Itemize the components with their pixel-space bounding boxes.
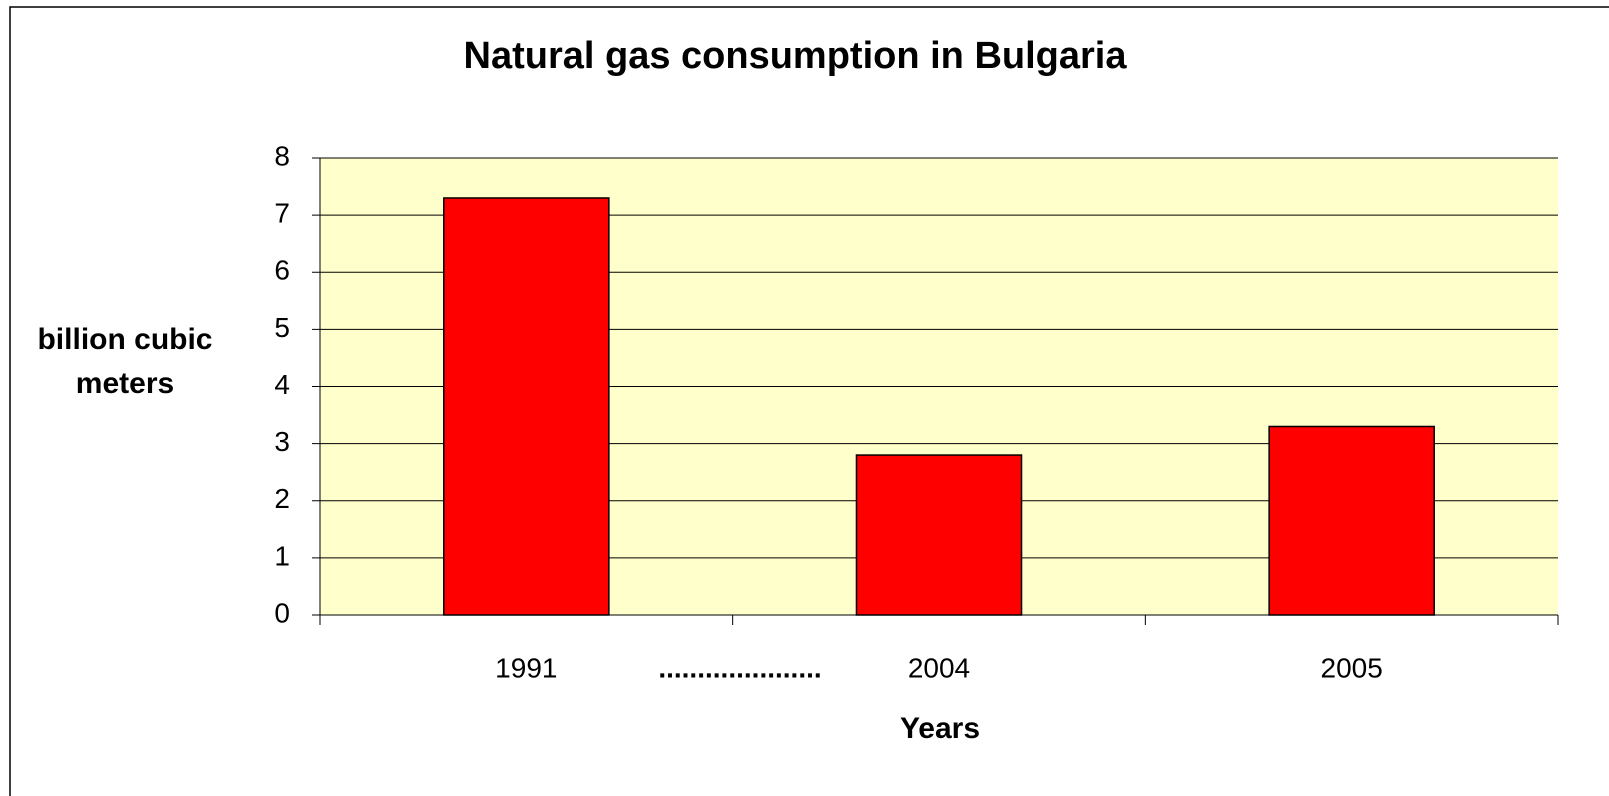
annotation: ..................... (658, 652, 821, 683)
bar (443, 197, 610, 616)
y-tick-label: 3 (274, 426, 290, 457)
y-tick-label: 5 (274, 312, 290, 343)
bar (1268, 425, 1435, 616)
y-tick-label: 0 (274, 597, 290, 628)
y-tick-label: 8 (274, 140, 290, 171)
x-axis-label: Years (900, 712, 980, 745)
chart-frame (9, 6, 1609, 796)
y-tick-label: 2 (274, 483, 290, 514)
y-tick-label: 4 (274, 369, 290, 400)
y-tick-label: 1 (274, 540, 290, 571)
x-tick-label: 2005 (1321, 652, 1383, 683)
x-tick-label: 2004 (908, 652, 970, 683)
y-tick-label: 7 (274, 198, 290, 229)
x-tick-label: 1991 (495, 652, 557, 683)
y-axis-label: billion cubic meters (37, 323, 213, 400)
y-tick-label: 6 (274, 255, 290, 286)
bar (855, 454, 1023, 616)
chart-title: Natural gas consumption in Bulgaria (464, 35, 1128, 77)
